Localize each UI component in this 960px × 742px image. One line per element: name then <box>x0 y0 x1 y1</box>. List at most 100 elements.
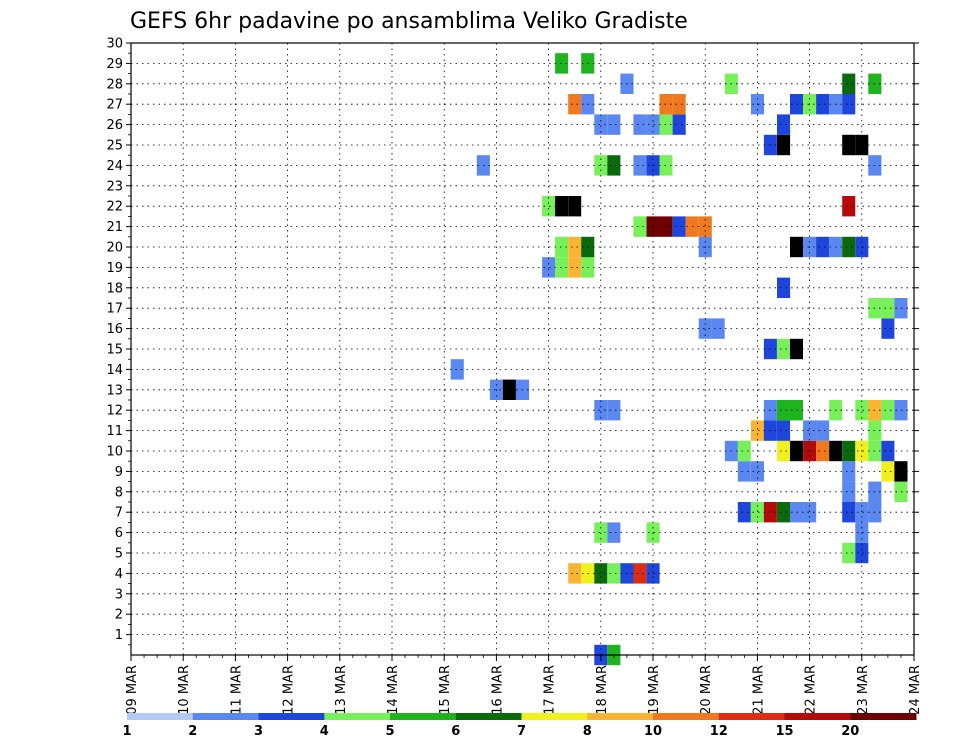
y-tick-label: 1 <box>115 628 123 643</box>
colorbar-label: 12 <box>710 724 728 739</box>
y-tick-label: 24 <box>106 159 123 174</box>
precip-cell <box>607 522 621 543</box>
precip-cell <box>646 114 660 135</box>
precip-cell <box>803 420 817 441</box>
precip-cell <box>894 481 908 502</box>
precip-cell <box>698 216 712 237</box>
x-tick-label: 15 MAR <box>438 665 453 715</box>
precip-cell <box>555 196 569 217</box>
colorbar-swatch <box>258 713 325 720</box>
precip-cell <box>555 53 569 74</box>
y-tick-label: 28 <box>106 77 123 92</box>
y-tick-label: 16 <box>106 322 123 337</box>
y-tick-label: 3 <box>115 587 123 602</box>
precip-cell <box>842 196 856 217</box>
y-tick-label: 6 <box>115 526 123 541</box>
precip-cell <box>633 155 647 176</box>
precip-cell <box>855 134 869 156</box>
colorbar-swatch <box>127 713 194 720</box>
colorbar-label: 6 <box>451 724 460 739</box>
colorbar-swatch <box>455 713 522 720</box>
colorbar-swatch <box>850 713 917 720</box>
y-tick-label: 8 <box>115 485 123 500</box>
colorbar-swatch <box>784 713 851 720</box>
y-tick-label: 2 <box>115 608 123 623</box>
precip-cell <box>594 114 608 135</box>
precip-cell <box>594 400 608 421</box>
y-tick-label: 23 <box>106 179 123 194</box>
y-tick-label: 29 <box>106 57 123 72</box>
precip-cell <box>855 542 869 564</box>
precip-cell <box>842 134 856 156</box>
precip-cell <box>842 440 856 462</box>
colorbar-label: 7 <box>517 724 526 739</box>
y-tick-label: 7 <box>115 506 123 521</box>
precip-cell <box>646 563 660 584</box>
precip-cell <box>646 216 660 237</box>
y-tick-label: 13 <box>106 383 123 398</box>
precip-cell <box>777 338 791 360</box>
y-tick-label: 19 <box>106 261 123 276</box>
precip-cell <box>816 94 830 115</box>
colorbar-label: 15 <box>775 724 793 739</box>
precip-cell <box>842 73 856 94</box>
precip-cell <box>750 461 764 482</box>
precip-cell <box>816 440 830 462</box>
colorbar-swatch <box>192 713 259 720</box>
colorbar-label: 2 <box>188 724 197 739</box>
x-tick-label: 12 MAR <box>282 665 297 715</box>
precip-cell <box>855 502 869 523</box>
precip-cell <box>894 298 908 319</box>
precip-cell <box>777 440 791 462</box>
y-axis: 1234567891011121314151617181920212223242… <box>106 37 919 646</box>
colorbar-label: 3 <box>254 724 263 739</box>
y-tick-label: 11 <box>106 424 123 439</box>
x-tick-label: 09 MAR <box>125 665 140 715</box>
colorbar-swatch <box>653 713 720 720</box>
precip-cell <box>542 257 556 278</box>
precip-cell <box>855 400 869 421</box>
grid-lines <box>131 42 914 655</box>
colorbar-swatch <box>390 713 457 720</box>
precip-cell <box>777 400 791 421</box>
precip-cell <box>803 502 817 523</box>
colorbar-label: 20 <box>841 724 859 739</box>
precip-cell <box>842 542 856 564</box>
y-tick-label: 12 <box>106 404 123 419</box>
precip-cell <box>777 277 791 298</box>
precip-cell <box>737 502 751 523</box>
x-tick-label: 17 MAR <box>543 665 558 715</box>
x-axis: 09 MAR 10 MAR 11 MAR 12 MAR 13 MAR 14 MAR 15 M… <box>125 655 923 715</box>
precip-cell <box>555 257 569 278</box>
y-tick-label: 4 <box>115 567 123 582</box>
x-tick-label: 13 MAR <box>334 665 349 715</box>
precip-cell <box>568 236 582 258</box>
x-tick-label: 21 MAR <box>751 665 766 715</box>
precip-cell <box>816 236 830 258</box>
precip-cell <box>711 318 725 339</box>
precip-cell <box>842 502 856 523</box>
y-tick-label: 27 <box>106 98 123 113</box>
x-tick-label: 19 MAR <box>647 665 662 715</box>
precip-cell <box>568 196 582 217</box>
precip-cell <box>672 94 686 115</box>
colorbar-swatch <box>324 713 391 720</box>
colorbar-swatch <box>587 713 654 720</box>
y-tick-label: 26 <box>106 118 123 133</box>
x-tick-label: 22 MAR <box>804 665 819 715</box>
precip-cell <box>607 563 621 584</box>
precip-cell <box>737 461 751 482</box>
precip-cell <box>607 400 621 421</box>
x-tick-label: 10 MAR <box>177 665 192 715</box>
colorbar-label: 5 <box>385 724 394 739</box>
y-tick-label: 14 <box>106 363 123 378</box>
precip-cell <box>777 114 791 135</box>
precip-cell <box>894 400 908 421</box>
x-tick-label: 18 MAR <box>595 665 610 715</box>
precip-cell <box>607 155 621 176</box>
x-tick-label: 11 MAR <box>229 665 244 715</box>
precip-cell <box>750 502 764 523</box>
y-tick-label: 25 <box>106 139 123 154</box>
precip-cell <box>568 257 582 278</box>
